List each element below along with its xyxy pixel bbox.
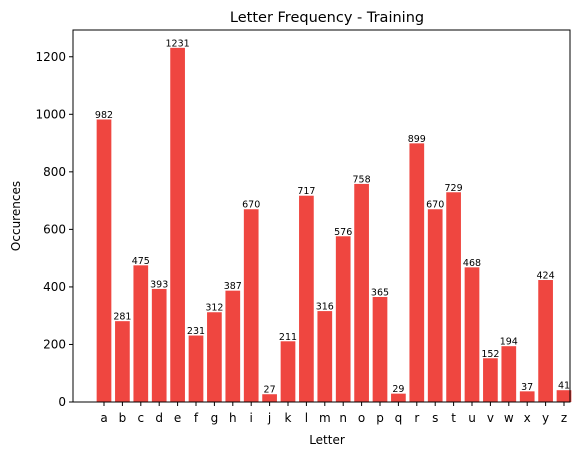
x-tick-label-i: i [250, 411, 253, 425]
data-label-v: 152 [481, 349, 499, 360]
data-label-y: 424 [537, 271, 555, 282]
bar-n [335, 236, 351, 402]
bar-p [372, 296, 388, 402]
bar-y [538, 280, 553, 402]
bar-v [483, 358, 498, 402]
bar-u [464, 267, 480, 402]
bar-w [501, 346, 517, 402]
x-tick-label-g: g [211, 411, 219, 425]
x-tick-label-c: c [137, 411, 144, 425]
bar-b [115, 321, 130, 402]
bar-l [299, 195, 314, 402]
bar-e [170, 47, 185, 403]
x-tick-label-o: o [358, 411, 365, 425]
data-label-m: 316 [316, 302, 334, 313]
x-axis-label: Letter [309, 433, 345, 447]
y-tick-label-0: 0 [58, 395, 66, 409]
data-label-r: 899 [408, 134, 426, 145]
x-tick-label-r: r [414, 411, 419, 425]
data-label-z: 41 [558, 381, 570, 392]
data-label-p: 365 [371, 287, 389, 298]
x-tick-label-v: v [487, 411, 494, 425]
bar-g [207, 312, 222, 402]
bar-f [188, 335, 204, 402]
bar-k [280, 341, 296, 402]
data-label-n: 576 [334, 227, 352, 238]
y-axis: 0 200 400 600 800 1000 1200 [35, 50, 73, 409]
bar-o [354, 183, 369, 402]
x-tick-label-t: t [451, 411, 456, 425]
x-tick-label-h: h [229, 411, 237, 425]
y-tick-label-1000: 1000 [35, 107, 66, 121]
y-tick-label-200: 200 [43, 337, 66, 351]
data-label-o: 758 [353, 174, 371, 185]
data-label-x: 37 [521, 382, 533, 393]
x-tick-label-u: u [468, 411, 476, 425]
bar-q [391, 393, 406, 402]
x-tick-label-z: z [561, 411, 567, 425]
y-tick-label-1200: 1200 [35, 50, 66, 64]
data-label-k: 211 [279, 332, 297, 343]
bar-h [225, 290, 241, 402]
x-tick-label-b: b [119, 411, 127, 425]
x-tick-label-m: m [319, 411, 331, 425]
y-tick-label-800: 800 [43, 165, 66, 179]
y-tick-label-400: 400 [43, 280, 66, 294]
bar-j [262, 394, 277, 402]
bar-t [446, 192, 461, 402]
data-label-a: 982 [95, 110, 113, 121]
data-label-j: 27 [264, 385, 276, 396]
x-tick-label-w: w [504, 411, 514, 425]
data-label-t: 729 [445, 183, 463, 194]
y-axis-label: Occurences [9, 181, 23, 251]
x-tick-label-j: j [267, 411, 271, 425]
x-tick-label-f: f [194, 411, 199, 425]
bar-i [243, 209, 259, 402]
x-tick-label-s: s [432, 411, 438, 425]
data-label-d: 393 [150, 279, 168, 290]
data-label-u: 468 [463, 258, 481, 269]
bars-layer [96, 47, 572, 403]
x-tick-label-a: a [100, 411, 107, 425]
data-label-c: 475 [132, 256, 150, 267]
data-label-e: 1231 [166, 38, 190, 49]
x-tick-label-d: d [155, 411, 163, 425]
bar-m [317, 311, 333, 402]
data-label-h: 387 [224, 281, 242, 292]
x-tick-label-l: l [305, 411, 308, 425]
x-tick-label-y: y [542, 411, 549, 425]
y-tick-label-600: 600 [43, 222, 66, 236]
chart-title: Letter Frequency - Training [230, 10, 424, 26]
bar-x [519, 391, 535, 402]
data-label-w: 194 [500, 337, 518, 348]
data-label-q: 29 [392, 384, 404, 395]
bar-c [133, 265, 149, 402]
x-tick-label-k: k [285, 411, 292, 425]
bar-a [96, 119, 112, 402]
x-tick-label-e: e [174, 411, 181, 425]
bar-s [427, 209, 443, 402]
bar-d [151, 288, 167, 402]
data-label-i: 670 [242, 200, 260, 211]
x-tick-label-q: q [395, 411, 403, 425]
data-label-b: 281 [113, 312, 131, 323]
x-tick-label-x: x [524, 411, 531, 425]
bar-z [556, 390, 572, 402]
data-label-g: 312 [205, 303, 223, 314]
x-tick-label-p: p [376, 411, 384, 425]
data-label-s: 670 [426, 200, 444, 211]
data-label-f: 231 [187, 326, 205, 337]
bar-r [409, 143, 425, 402]
plot-frame [72, 29, 571, 403]
x-tick-label-n: n [339, 411, 347, 425]
data-label-l: 717 [297, 186, 315, 197]
